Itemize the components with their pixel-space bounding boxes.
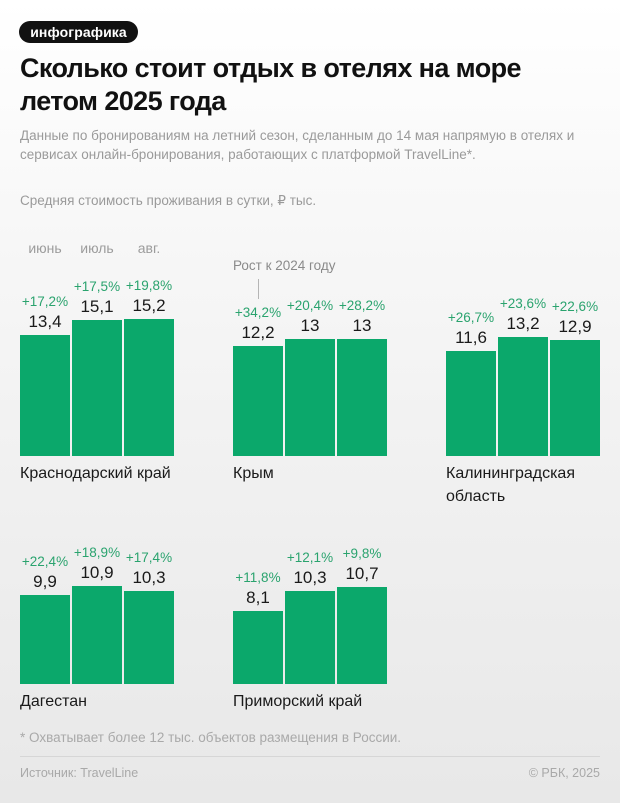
copyright: © РБК, 2025 [528,766,600,780]
bar [498,337,548,456]
growth-percent-label: +9,8% [342,546,382,561]
growth-annotation: Рост к 2024 году [233,258,336,273]
growth-percent-label: +17,4% [125,550,173,565]
bar [337,587,387,684]
growth-percent-label: +23,6% [499,296,547,311]
region-name: Приморский край [233,693,363,710]
growth-percent-label: +17,2% [21,294,69,309]
growth-percent-label: +26,7% [447,310,495,325]
bar-value-label: 12,9 [558,317,592,336]
bar [72,586,122,684]
bar [446,351,496,456]
growth-percent-label: +22,6% [551,299,599,314]
bar-value-label: 15,2 [132,296,166,315]
bar-value-label: 10,7 [345,564,379,583]
bar [124,591,174,684]
bar [337,339,387,456]
month-label-july: июль [80,240,114,256]
bar-value-label: 13,4 [28,312,62,331]
footer-divider [20,756,600,757]
month-label-june: июнь [28,240,62,256]
bar-value-label: 13,2 [506,314,540,333]
bar [20,335,70,456]
subtitle: Данные по бронированиям на летний сезон,… [20,128,575,162]
bar-value-label: 9,9 [33,572,57,591]
source-label: Источник: TravelLine [20,766,139,780]
annotation-leader-line [258,279,259,299]
bar-value-label: 13 [300,316,320,335]
category-badge: инфографика [19,21,138,43]
bar-value-label: 10,9 [80,563,114,582]
region-name: Калининградская область [446,465,575,505]
growth-percent-label: +22,4% [21,554,69,569]
bar [233,611,283,684]
bar [124,319,174,456]
growth-percent-label: +12,1% [286,550,334,565]
bar [285,591,335,684]
region-name: Крым [233,465,274,482]
region-name: Краснодарский край [20,465,171,482]
page-title: Сколько стоит отдых в отелях на море лет… [20,53,522,116]
growth-percent-label: +19,8% [125,278,173,293]
bar-value-label: 12,2 [241,323,275,342]
bar-value-label: 11,6 [455,328,487,347]
bar [285,339,335,456]
bar [550,340,600,456]
growth-percent-label: +11,8% [235,570,281,585]
month-label-august: авг. [137,240,161,256]
growth-percent-label: +18,9% [73,545,121,560]
bar-value-label: 8,1 [246,588,270,607]
bar [20,595,70,684]
growth-percent-label: +20,4% [286,298,334,313]
region-name: Дагестан [20,693,87,710]
bar-value-label: 10,3 [132,568,166,587]
bar-value-label: 10,3 [293,568,327,587]
unit-label: Средняя стоимость проживания в сутки, ₽ … [20,193,317,208]
bar-value-label: 15,1 [80,297,114,316]
growth-percent-label: +28,2% [338,298,386,313]
footnote: * Охватывает более 12 тыс. объектов разм… [20,730,402,745]
bar [72,320,122,456]
bar-value-label: 13 [352,316,372,335]
growth-percent-label: +17,5% [73,279,121,294]
bar [233,346,283,456]
growth-percent-label: +34,2% [234,305,282,320]
